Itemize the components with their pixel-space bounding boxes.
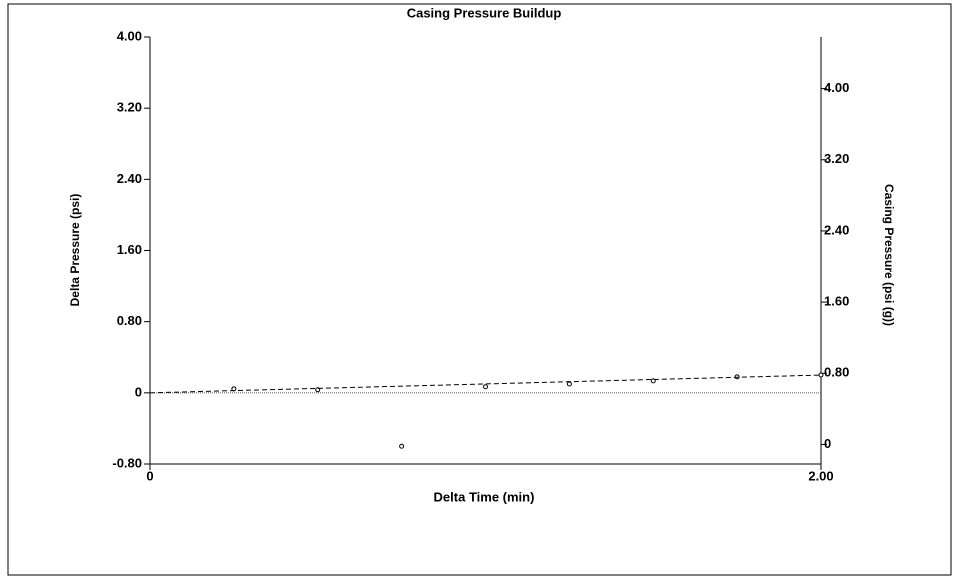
data-point [483, 384, 488, 390]
y-tick-label: -0.80 [112, 455, 142, 470]
y2-tick-label: 0.80 [824, 365, 849, 380]
y-axis-label: Delta Pressure (psi) [68, 194, 82, 307]
y-tick-label: 0 [135, 384, 142, 399]
y-tick-label: 0.80 [117, 313, 142, 328]
y-tick-label: 1.60 [117, 242, 142, 257]
x-tick-label: 0 [146, 468, 153, 483]
y-tick-label: 2.40 [117, 171, 142, 186]
y2-tick-label: 1.60 [824, 294, 849, 309]
y2-tick-label: 0 [824, 436, 831, 451]
chart-title: Casing Pressure Buildup [407, 5, 562, 20]
data-point [566, 381, 572, 387]
y-tick-label: 4.00 [117, 28, 142, 43]
y-tick-label: 3.20 [117, 100, 142, 115]
data-point [399, 443, 405, 449]
trend-line [149, 374, 822, 394]
y2-tick-label: 4.00 [824, 80, 849, 95]
x-tick-label: 2.00 [808, 468, 833, 483]
y2-tick-label: 3.20 [824, 151, 849, 166]
y2-tick-label: 2.40 [824, 222, 849, 237]
data-point [818, 372, 824, 378]
y2-axis-label: Casing Pressure (psi (g)) [882, 184, 896, 326]
frame [7, 3, 952, 576]
x-axis-label: Delta Time (min) [434, 489, 535, 504]
